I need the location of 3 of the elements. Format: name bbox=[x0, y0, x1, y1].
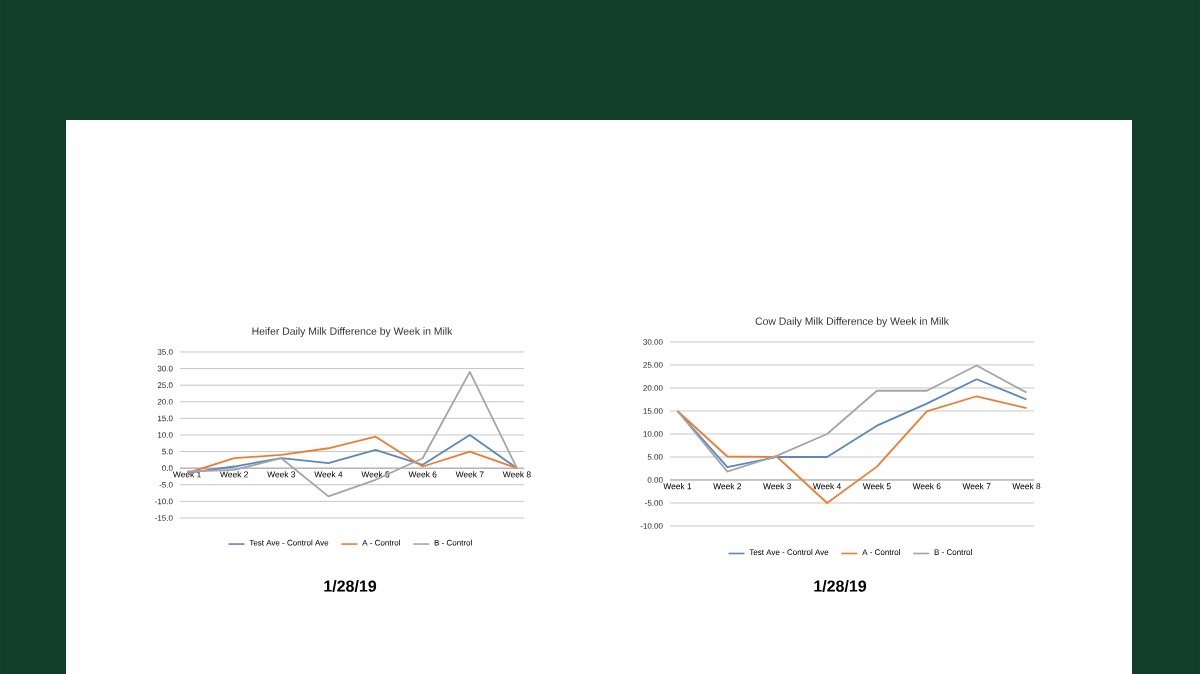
line-series bbox=[676, 364, 1028, 473]
text: 1/28/19 bbox=[324, 580, 377, 592]
text: 1/28/19 bbox=[814, 580, 867, 592]
